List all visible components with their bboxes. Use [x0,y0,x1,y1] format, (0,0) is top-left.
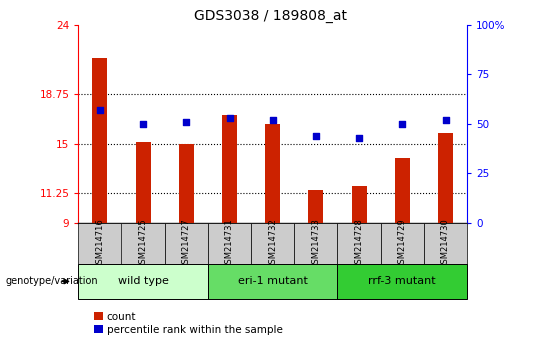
Bar [251,223,294,264]
Point [182,119,191,125]
Bar [338,264,467,299]
Text: wild type: wild type [118,276,168,286]
Text: eri-1 mutant: eri-1 mutant [238,276,308,286]
Text: genotype/variation: genotype/variation [5,276,98,286]
Bar [352,186,367,223]
Bar [338,223,381,264]
Text: GSM214729: GSM214729 [398,218,407,269]
Bar [165,223,208,264]
Text: GSM214733: GSM214733 [312,218,320,269]
Bar [92,58,107,223]
Text: GSM214730: GSM214730 [441,218,450,269]
Bar [424,223,467,264]
Text: GSM214727: GSM214727 [182,218,191,269]
Point [441,117,450,123]
Text: GSM214731: GSM214731 [225,218,234,269]
Bar [208,223,251,264]
Point [355,135,363,141]
Bar [381,223,424,264]
Text: rrf-3 mutant: rrf-3 mutant [368,276,436,286]
Bar [294,223,338,264]
Bar [222,115,237,223]
Point [398,121,407,127]
Text: GDS3038 / 189808_at: GDS3038 / 189808_at [193,9,347,23]
Point [139,121,147,127]
Bar [208,264,338,299]
Bar [122,223,165,264]
Text: GSM214728: GSM214728 [355,218,363,269]
Bar [136,142,151,223]
Bar [308,190,323,223]
Bar [78,223,122,264]
Point [96,107,104,113]
Legend: count, percentile rank within the sample: count, percentile rank within the sample [94,312,282,335]
Bar [395,158,410,223]
Point [312,133,320,139]
Text: GSM214732: GSM214732 [268,218,277,269]
Text: GSM214716: GSM214716 [96,218,104,269]
Bar [78,264,208,299]
Bar [179,144,194,223]
Bar [438,133,453,223]
Text: GSM214725: GSM214725 [139,218,147,269]
Bar [265,124,280,223]
Point [225,115,234,121]
Point [268,117,277,123]
